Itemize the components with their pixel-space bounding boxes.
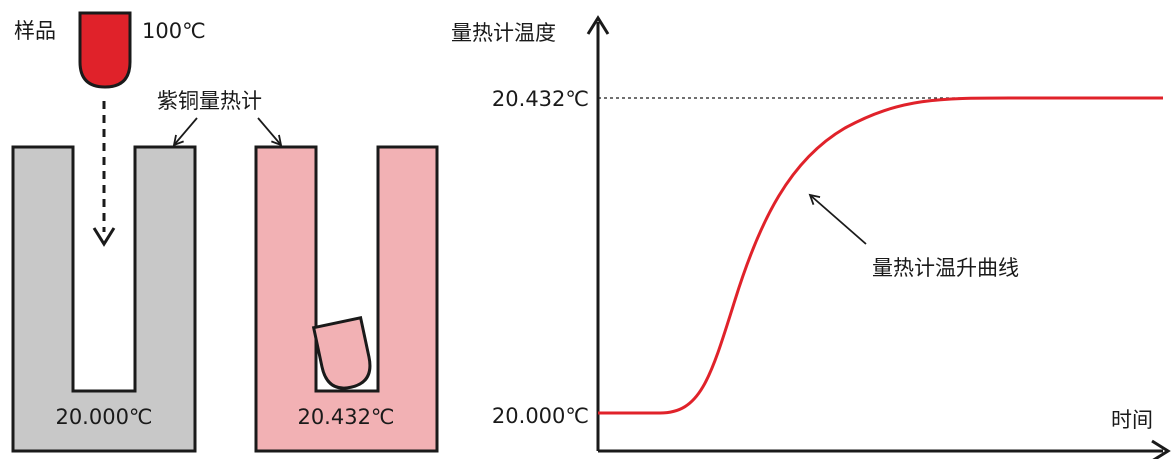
y-tick-label-high: 20.432℃	[492, 87, 589, 111]
sample-inside-calorimeter	[311, 315, 372, 390]
y-axis-label: 量热计温度	[451, 21, 556, 45]
y-axis-arrow	[586, 15, 610, 35]
drop-arrow-head	[92, 227, 116, 247]
x-axis-arrow	[1151, 439, 1171, 459]
x-axis-label: 时间	[1111, 408, 1153, 432]
temperature-chart: 量热计温度 时间 20.432℃ 20.000℃ 量热计温升曲线	[451, 15, 1171, 459]
y-tick-label-low: 20.000℃	[492, 404, 589, 428]
temperature-rise-curve	[598, 96, 1163, 415]
calorimeter-before-temp: 20.000℃	[55, 405, 152, 429]
curve-annotation-pointer	[808, 193, 867, 245]
calorimeter-after-temp: 20.432℃	[297, 405, 394, 429]
calorimeter-label: 紫铜量热计	[157, 89, 262, 113]
sample-label: 样品	[14, 19, 56, 43]
calorimeter-before	[11, 145, 197, 453]
sample-crucible	[78, 11, 132, 89]
curve-annotation: 量热计温升曲线	[872, 256, 1019, 280]
calorimeter-pointer-right	[257, 117, 283, 147]
calorimeter-after	[254, 145, 439, 453]
sample-temperature: 100℃	[142, 19, 206, 43]
calorimeter-pointer-left	[172, 117, 198, 147]
